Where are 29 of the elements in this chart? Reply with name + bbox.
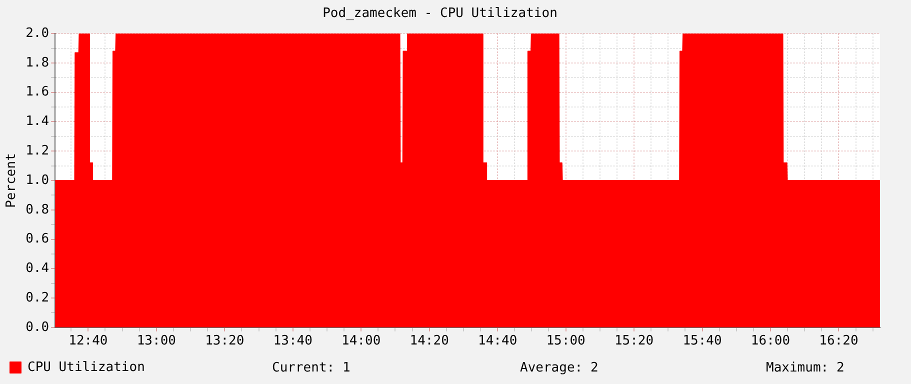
text: Current: 1 xyxy=(272,360,350,376)
y-tick-label: 1.0 xyxy=(26,172,50,188)
x-tick-label: 15:40 xyxy=(682,334,722,349)
y-tick-label: 1.6 xyxy=(26,84,50,100)
x-tick-label: 14:00 xyxy=(342,334,381,349)
y-tick-label: 0.0 xyxy=(26,320,50,335)
text: Maximum: 2 xyxy=(766,360,844,376)
x-tick-label: 14:20 xyxy=(410,334,449,349)
x-tick-label: 13:40 xyxy=(273,334,312,349)
y-tick-label: 1.8 xyxy=(26,55,50,70)
x-tick-label: 14:40 xyxy=(478,334,518,349)
x-tick-label: 13:00 xyxy=(136,334,176,349)
x-tick-label: 15:00 xyxy=(546,334,586,349)
chart-title: Pod_zameckem - CPU Utilization xyxy=(322,6,558,22)
x-tick-label: 12:40 xyxy=(68,334,108,349)
y-tick-label: 0.6 xyxy=(26,232,50,247)
y-tick-label: 0.2 xyxy=(26,290,50,306)
y-tick-label: 0.8 xyxy=(26,202,50,218)
y-axis-title: Percent xyxy=(4,153,20,208)
x-tick-label: 16:00 xyxy=(750,334,790,349)
y-tick-label: 2.0 xyxy=(26,26,50,41)
y-tick-label: 1.2 xyxy=(26,143,50,158)
y-tick-label: 0.4 xyxy=(26,261,50,276)
x-tick-label: 15:20 xyxy=(614,334,654,349)
legend-label: CPU Utilization xyxy=(28,360,145,375)
y-tick-label: 1.4 xyxy=(26,114,50,130)
x-tick-label: 16:20 xyxy=(819,334,858,349)
text: Average: 2 xyxy=(520,360,598,376)
x-tick-label: 13:20 xyxy=(205,334,244,349)
